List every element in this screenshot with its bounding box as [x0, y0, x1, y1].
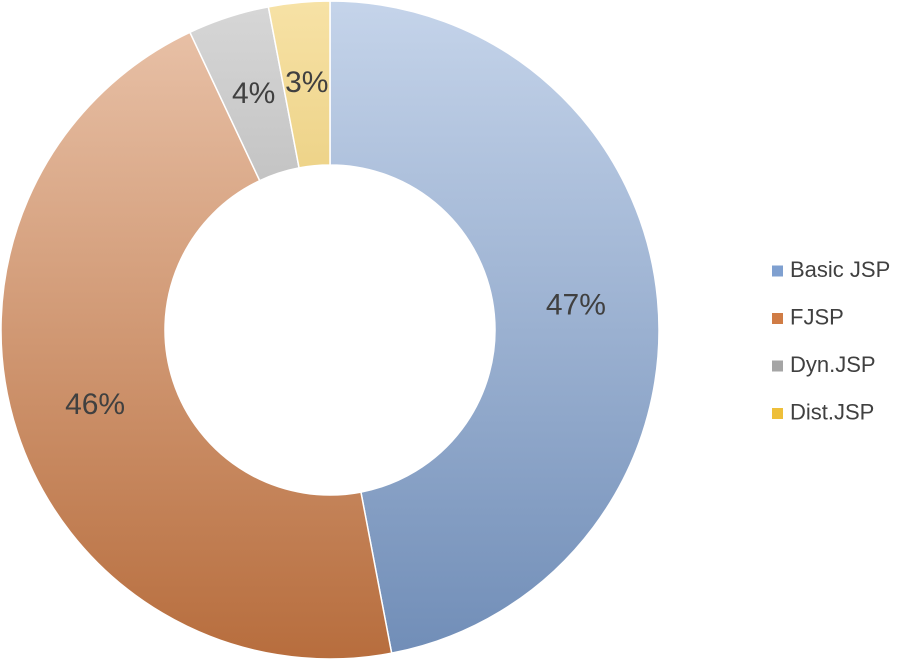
value-label: 4% — [232, 77, 275, 110]
slice — [0, 31, 393, 659]
legend-label: Dyn.JSP — [790, 352, 876, 377]
legend-label: Dist.JSP — [790, 399, 874, 424]
legend-label: FJSP — [790, 304, 844, 329]
value-label: 3% — [285, 66, 328, 99]
slice — [329, 0, 660, 655]
slice — [267, 0, 331, 169]
value-label: 47% — [546, 289, 606, 322]
legend-marker — [772, 360, 783, 372]
legend-label: Basic JSP — [790, 257, 890, 282]
legend-marker — [772, 265, 783, 277]
legend-marker — [772, 313, 783, 324]
legend-marker — [772, 408, 783, 419]
value-label: 46% — [65, 388, 125, 421]
